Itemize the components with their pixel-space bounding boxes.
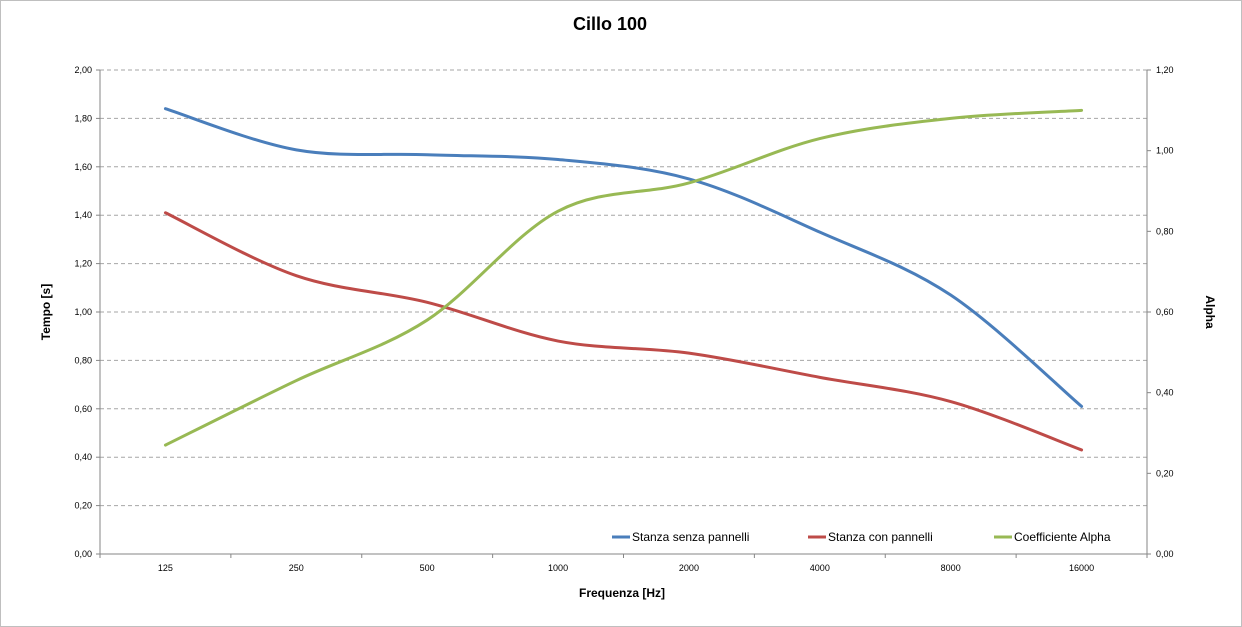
y2-tick-label: 0,00 [1156,549,1174,559]
legend-label: Stanza senza pannelli [632,530,749,544]
legend: Stanza senza pannelli Stanza con pannelli… [612,530,1111,544]
y-tick-label: 0,00 [74,549,92,559]
x-tick-label: 500 [420,563,435,573]
y2-tick-label: 1,00 [1156,146,1174,156]
series-line-stanza-senza-pannelli [163,107,1084,408]
x-tick-label: 8000 [941,563,961,573]
y-tick-label: 1,20 [74,259,92,269]
legend-label: Coefficiente Alpha [1014,530,1111,544]
y-tick-label: 1,00 [74,307,92,317]
x-axis-title: Frequenza [Hz] [579,586,665,600]
y2-tick-label: 0,60 [1156,307,1174,317]
x-tick-label: 125 [158,563,173,573]
y-axis-title: Tempo [s] [39,284,53,340]
axes: 0,00 0,20 0,40 0,60 0,80 1,00 1,20 1,40 1,60 1,80… [74,65,1173,573]
gridlines [100,69,1147,507]
y-tick-label: 0,40 [74,452,92,462]
y2-tick-label: 1,20 [1156,65,1174,75]
y-tick-label: 1,60 [74,162,92,172]
y2-tick-label: 0,80 [1156,226,1174,236]
y-tick-label: 1,80 [74,113,92,123]
x-tick-label: 250 [289,563,304,573]
x-tick-label: 1000 [548,563,568,573]
x-tick-label: 16000 [1069,563,1094,573]
series-lines [163,107,1084,452]
x-tick-label: 2000 [679,563,699,573]
series-line-stanza-con-pannelli [163,211,1084,452]
y-tick-label: 2,00 [74,65,92,75]
y-tick-label: 0,80 [74,355,92,365]
series-line-coefficiente-alpha [163,108,1084,447]
y-tick-label: 0,60 [74,404,92,414]
legend-label: Stanza con pannelli [828,530,933,544]
y2-tick-label: 0,40 [1156,388,1174,398]
y2-axis-title: Alpha [1203,295,1217,329]
y2-tick-label: 0,20 [1156,468,1174,478]
chart-title: Cillo 100 [573,14,647,34]
y-tick-label: 0,20 [74,501,92,511]
x-tick-label: 4000 [810,563,830,573]
y-tick-label: 1,40 [74,210,92,220]
